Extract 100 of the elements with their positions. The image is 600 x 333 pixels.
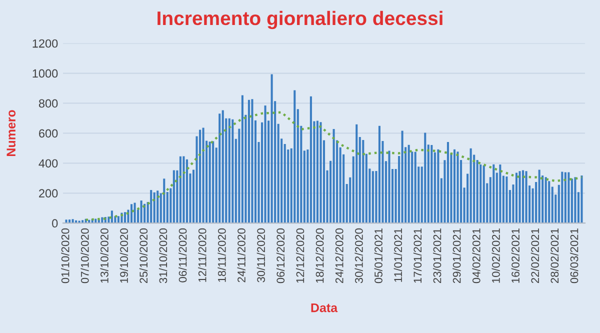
- bar: [134, 202, 136, 224]
- y-tick-label: 200: [39, 189, 58, 198]
- bar: [430, 145, 433, 224]
- y-tick-label: 400: [38, 159, 58, 168]
- bar: [453, 149, 456, 224]
- bar: [401, 130, 404, 224]
- x-tick-label: 17/01/2021: [413, 228, 422, 283]
- x-tick-label: 06/03/2021: [570, 228, 578, 284]
- x-tick-label: 01/10/2020: [61, 228, 70, 284]
- bar: [294, 90, 296, 224]
- bar: [437, 149, 440, 224]
- bar: [124, 212, 126, 224]
- x-tick-label: 13/10/2020: [100, 228, 108, 283]
- bar: [332, 129, 335, 224]
- bar: [561, 172, 564, 224]
- bar: [316, 120, 318, 224]
- bar: [515, 172, 518, 224]
- x-tick-label: 06/11/2020: [178, 228, 187, 282]
- x-tick-label: 18/11/2020: [218, 228, 226, 282]
- bar: [456, 152, 459, 224]
- bar: [153, 192, 156, 224]
- bar: [228, 118, 230, 224]
- y-tick-label: 800: [38, 99, 58, 108]
- bar: [212, 141, 214, 224]
- y-axis-title: Numero: [6, 110, 16, 156]
- bar: [470, 148, 472, 224]
- bar: [378, 126, 380, 224]
- bar: [241, 95, 244, 224]
- bar: [208, 142, 211, 224]
- x-tick-label: 11/01/2021: [394, 228, 402, 282]
- bar: [424, 132, 426, 224]
- y-tick-label: 1000: [32, 69, 58, 78]
- bar: [130, 204, 133, 224]
- x-tick-label: 06/12/2020: [276, 228, 285, 284]
- bar: [179, 156, 182, 224]
- x-tick-label: 19/10/2020: [120, 228, 128, 283]
- bar: [372, 171, 374, 224]
- x-tick-label: 25/10/2020: [139, 228, 148, 284]
- bar: [538, 170, 540, 224]
- x-tick-label: 04/02/2021: [472, 228, 480, 284]
- bar: [202, 128, 204, 224]
- line-series: [84, 111, 583, 221]
- bar: [320, 122, 322, 224]
- x-tick-label: 07/10/2020: [80, 228, 89, 284]
- bar: [172, 170, 175, 224]
- bar: [499, 164, 502, 224]
- x-tick-label: 31/10/2020: [158, 228, 168, 284]
- x-tick-label: 05/01/2021: [374, 228, 382, 284]
- x-tick-label: 24/11/2020: [237, 228, 246, 282]
- bar: [117, 216, 120, 224]
- bar: [574, 177, 576, 224]
- bar: [140, 200, 142, 224]
- bar: [388, 150, 390, 224]
- x-tick-label: 12/12/2020: [296, 228, 304, 283]
- x-tick-label: 23/01/2021: [433, 228, 442, 284]
- y-tick-label: 1200: [32, 39, 58, 48]
- bar: [248, 100, 250, 224]
- bar: [110, 210, 113, 224]
- bar: [156, 190, 159, 224]
- bar: [199, 130, 202, 224]
- bar: [163, 178, 166, 224]
- bar: [362, 140, 364, 224]
- bar: [506, 176, 508, 224]
- bar: [251, 99, 254, 224]
- x-tick-label: 22/02/2021: [530, 228, 540, 284]
- x-tick-label: 30/11/2020: [256, 228, 265, 282]
- x-tick-label: 18/12/2020: [316, 228, 324, 283]
- bar: [522, 170, 524, 224]
- bar: [446, 142, 449, 224]
- bar: [525, 171, 528, 224]
- bar: [270, 74, 273, 224]
- bar: [150, 190, 152, 224]
- bar: [218, 114, 221, 224]
- bar: [492, 164, 495, 224]
- x-tick-label: 10/02/2021: [492, 228, 500, 283]
- bar: [232, 119, 234, 224]
- bar: [264, 105, 266, 224]
- bar: [408, 144, 410, 224]
- x-axis-title: Data: [311, 303, 338, 312]
- y-tick-label: 600: [39, 129, 58, 138]
- bar: [518, 171, 521, 224]
- x-tick-label: 28/02/2021: [550, 228, 559, 284]
- bar: [182, 156, 185, 224]
- bar: [186, 159, 188, 224]
- x-tick-label: 12/11/2020: [198, 228, 206, 282]
- x-tick-label: 24/12/2020: [335, 228, 344, 284]
- y-tick-label: 0: [52, 219, 58, 228]
- bar: [414, 152, 416, 224]
- bar: [482, 165, 485, 224]
- bar: [568, 172, 570, 224]
- bar: [564, 172, 566, 224]
- bar: [580, 175, 583, 224]
- bar: [548, 181, 550, 224]
- bar: [356, 124, 358, 224]
- bar: [222, 110, 224, 224]
- x-tick-label: 29/01/2021: [452, 228, 461, 284]
- x-tick-label: 30/12/2020: [354, 228, 363, 284]
- bar: [310, 96, 312, 224]
- chart-title: Incremento giornaliero decessi: [158, 10, 442, 30]
- bar: [544, 177, 547, 224]
